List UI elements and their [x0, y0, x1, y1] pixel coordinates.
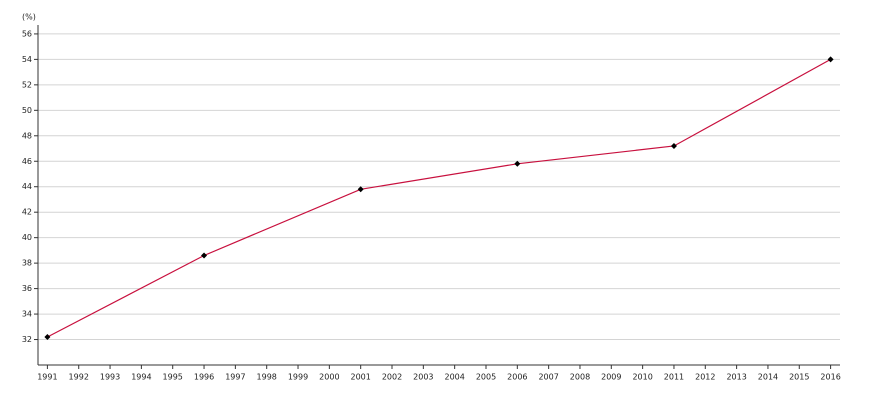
- marker: [357, 186, 364, 193]
- y-tick-label: 52: [22, 80, 32, 89]
- x-tick-label: 2014: [758, 373, 778, 382]
- x-tick-label: 2000: [319, 373, 339, 382]
- x-tick-label: 2001: [351, 373, 371, 382]
- x-tick-label: 2010: [632, 373, 652, 382]
- marker: [44, 333, 51, 340]
- x-tick-label: 1993: [100, 373, 120, 382]
- y-tick-label: 56: [22, 29, 32, 38]
- x-tick-label: 2016: [820, 373, 840, 382]
- x-tick-label: 2012: [695, 373, 715, 382]
- x-tick-label: 2011: [664, 373, 684, 382]
- marker: [201, 252, 208, 259]
- y-tick-label: 36: [22, 284, 32, 293]
- y-tick-label: 32: [22, 335, 32, 344]
- x-tick-label: 2009: [601, 373, 621, 382]
- x-tick-label: 1996: [194, 373, 214, 382]
- y-tick-label: 48: [22, 131, 32, 140]
- x-tick-label: 2004: [444, 373, 464, 382]
- x-tick-label: 2007: [538, 373, 558, 382]
- marker: [514, 160, 521, 167]
- y-tick-label: 40: [22, 233, 32, 242]
- x-tick-label: 2006: [507, 373, 527, 382]
- x-tick-label: 1994: [131, 373, 151, 382]
- x-tick-label: 1992: [69, 373, 89, 382]
- x-tick-label: 1997: [225, 373, 245, 382]
- y-tick-label: 44: [22, 182, 32, 191]
- x-tick-label: 1995: [163, 373, 183, 382]
- marker: [670, 142, 677, 149]
- y-tick-label: 38: [22, 259, 32, 268]
- x-tick-label: 2008: [570, 373, 590, 382]
- y-unit-label: (%): [22, 13, 36, 22]
- line: [47, 58, 831, 338]
- y-tick-label: 54: [22, 55, 32, 64]
- x-tick-label: 2003: [413, 373, 433, 382]
- x-tick-label: 2013: [726, 373, 746, 382]
- x-tick-label: 1998: [257, 373, 277, 382]
- y-tick-label: 34: [22, 310, 32, 319]
- y-tick-label: 46: [22, 157, 32, 166]
- x-tick-label: 2015: [789, 373, 809, 382]
- x-tick-label: 2005: [476, 373, 496, 382]
- x-tick-label: 2002: [382, 373, 402, 382]
- y-tick-label: 42: [22, 208, 32, 217]
- x-tick-label: 1999: [288, 373, 308, 382]
- marker: [827, 56, 834, 63]
- x-tick-label: 1991: [37, 373, 57, 382]
- y-tick-label: 50: [22, 106, 32, 115]
